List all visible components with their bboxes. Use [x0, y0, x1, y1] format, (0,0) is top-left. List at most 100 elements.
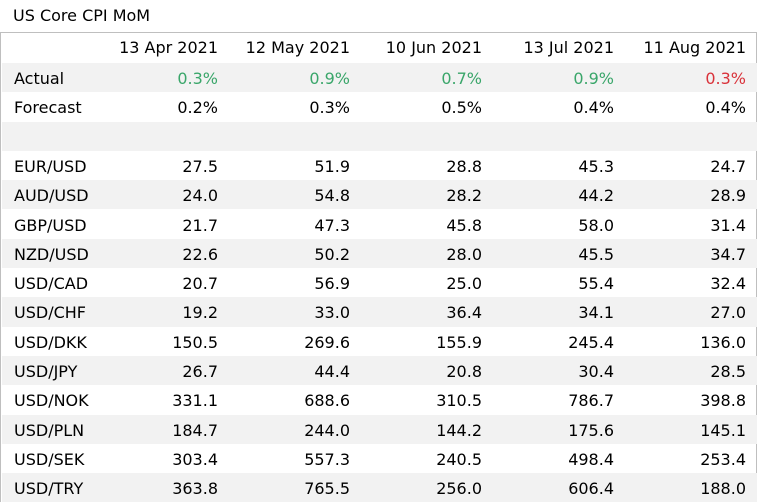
- pair-value: 155.9: [436, 332, 482, 352]
- pair-value: 47.3: [314, 215, 350, 235]
- row-label: USD/SEK: [14, 449, 85, 469]
- pair-value: 28.0: [446, 244, 482, 264]
- pair-value: 498.4: [568, 449, 614, 469]
- column-header: 13 Jul 2021: [523, 38, 614, 57]
- pair-value: 30.4: [578, 362, 614, 381]
- row-label: USD/DKK: [14, 332, 87, 352]
- pair-value: 45.3: [578, 156, 614, 176]
- forecast-value: 0.5%: [441, 98, 482, 118]
- pair-value: 363.8: [172, 479, 218, 499]
- pair-row: GBP/USD 21.7 47.3 45.8 58.0 31.4: [2, 210, 757, 239]
- column-header: 13 Apr 2021: [119, 38, 218, 57]
- pair-value: 51.9: [314, 156, 350, 176]
- pair-value: 240.5: [436, 449, 482, 469]
- row-label: NZD/USD: [14, 244, 89, 264]
- pair-value: 765.5: [304, 479, 350, 499]
- pair-value: 26.7: [182, 362, 218, 381]
- column-header: 10 Jun 2021: [385, 38, 482, 57]
- pair-value: 27.5: [182, 156, 218, 176]
- pair-value: 22.6: [182, 244, 218, 264]
- pair-value: 28.8: [446, 156, 482, 176]
- pair-row: USD/JPY 26.7 44.4 20.8 30.4 28.5: [2, 356, 757, 386]
- pair-value: 58.0: [578, 215, 614, 235]
- pair-value: 184.7: [172, 420, 218, 440]
- pair-value: 136.0: [700, 332, 746, 352]
- pair-value: 28.2: [446, 186, 482, 206]
- row-label: USD/TRY: [14, 479, 84, 499]
- pair-value: 310.5: [436, 391, 482, 411]
- actual-value: 0.3%: [177, 69, 218, 88]
- pair-row: USD/CHF 19.2 33.0 36.4 34.1 27.0: [2, 297, 757, 327]
- pair-value: 606.4: [568, 479, 614, 499]
- pair-value: 44.2: [578, 186, 614, 206]
- row-label: USD/CHF: [14, 303, 86, 323]
- row-label: GBP/USD: [14, 215, 87, 235]
- forecast-value: 0.2%: [177, 98, 218, 118]
- table-title: US Core CPI MoM: [13, 6, 151, 25]
- row-label: USD/PLN: [14, 420, 85, 440]
- actual-value: 0.7%: [441, 69, 482, 88]
- row-label: Actual: [14, 69, 65, 88]
- pair-value: 244.0: [304, 420, 350, 440]
- forecast-row: Forecast 0.2% 0.3% 0.5% 0.4% 0.4%: [2, 92, 757, 121]
- pair-value: 24.7: [710, 156, 746, 176]
- pair-row: USD/CAD 20.7 56.9 25.0 55.4 32.4: [2, 268, 757, 297]
- pair-value: 786.7: [568, 391, 614, 411]
- actual-value: 0.9%: [309, 69, 350, 88]
- pair-value: 188.0: [700, 479, 746, 499]
- pair-value: 20.7: [182, 274, 218, 294]
- pair-value: 253.4: [700, 449, 746, 469]
- pair-row: EUR/USD 27.5 51.9 28.8 45.3 24.7: [2, 151, 757, 180]
- pair-value: 28.5: [710, 362, 746, 381]
- pair-row: USD/NOK 331.1 688.6 310.5 786.7 398.8: [2, 385, 757, 414]
- forecast-value: 0.4%: [705, 98, 746, 118]
- pair-value: 25.0: [446, 274, 482, 294]
- pair-value: 557.3: [304, 449, 350, 469]
- column-header: 11 Aug 2021: [643, 38, 747, 57]
- row-label: AUD/USD: [14, 186, 89, 206]
- header-row: 13 Apr 2021 12 May 2021 10 Jun 2021 13 J…: [2, 33, 757, 62]
- pair-value: 34.7: [710, 244, 746, 264]
- pair-value: 28.9: [710, 186, 746, 206]
- pair-value: 144.2: [436, 420, 482, 440]
- cpi-volatility-table: 13 Apr 2021 12 May 2021 10 Jun 2021 13 J…: [0, 32, 757, 503]
- pair-value: 33.0: [314, 303, 350, 323]
- row-label: EUR/USD: [14, 156, 87, 176]
- pair-value: 20.8: [446, 362, 482, 381]
- row-label: USD/JPY: [14, 362, 78, 381]
- pair-value: 44.4: [314, 362, 350, 381]
- actual-row: Actual 0.3% 0.9% 0.7% 0.9% 0.3%: [2, 63, 757, 93]
- spacer-row: [2, 121, 757, 151]
- pair-value: 19.2: [182, 303, 218, 323]
- pair-value: 45.8: [446, 215, 482, 235]
- pair-value: 45.5: [578, 244, 614, 264]
- pair-value: 303.4: [172, 449, 218, 469]
- pair-value: 55.4: [578, 274, 614, 294]
- pair-value: 256.0: [436, 479, 482, 499]
- column-header: 12 May 2021: [245, 38, 350, 57]
- pair-value: 269.6: [304, 332, 350, 352]
- pair-value: 398.8: [700, 391, 746, 411]
- pair-value: 56.9: [314, 274, 350, 294]
- pair-row: USD/TRY 363.8 765.5 256.0 606.4 188.0: [2, 473, 757, 503]
- pair-value: 31.4: [710, 215, 746, 235]
- forecast-value: 0.3%: [309, 98, 350, 118]
- pair-row: USD/PLN 184.7 244.0 144.2 175.6 145.1: [2, 414, 757, 444]
- actual-value: 0.9%: [573, 69, 614, 88]
- pair-value: 21.7: [182, 215, 218, 235]
- pair-value: 32.4: [710, 274, 746, 294]
- forecast-value: 0.4%: [573, 98, 614, 118]
- pair-value: 331.1: [172, 391, 218, 411]
- pair-value: 175.6: [568, 420, 614, 440]
- pair-value: 54.8: [314, 186, 350, 206]
- pair-value: 245.4: [568, 332, 614, 352]
- pair-value: 36.4: [446, 303, 482, 323]
- pair-row: USD/DKK 150.5 269.6 155.9 245.4 136.0: [2, 327, 757, 356]
- pair-value: 34.1: [578, 303, 614, 323]
- pair-value: 27.0: [710, 303, 746, 323]
- pair-row: AUD/USD 24.0 54.8 28.2 44.2 28.9: [2, 180, 757, 210]
- pair-row: USD/SEK 303.4 557.3 240.5 498.4 253.4: [2, 444, 757, 473]
- actual-value: 0.3%: [705, 69, 746, 88]
- pair-row: NZD/USD 22.6 50.2 28.0 45.5 34.7: [2, 238, 757, 269]
- pair-value: 24.0: [182, 186, 218, 206]
